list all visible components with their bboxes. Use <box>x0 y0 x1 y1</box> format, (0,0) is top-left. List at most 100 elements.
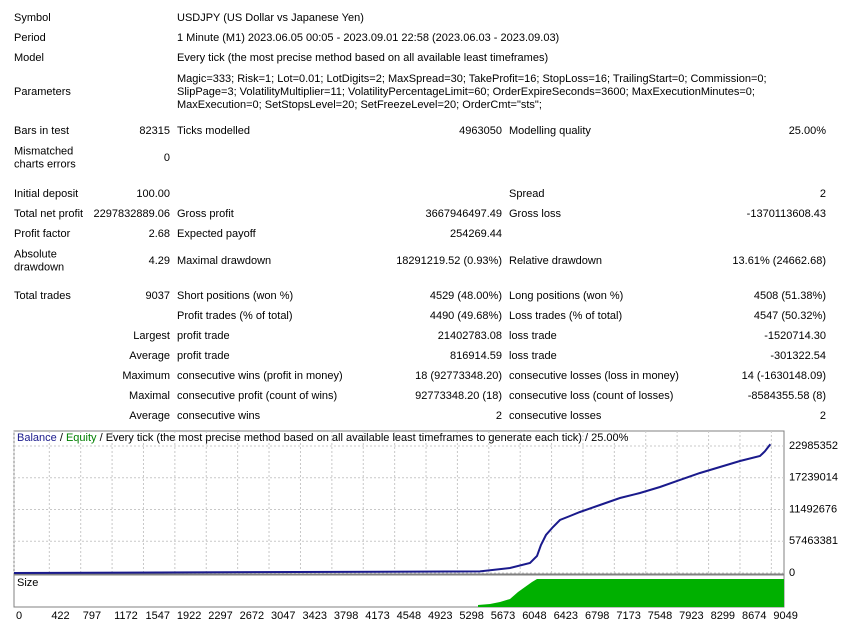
stat-value: 21402783.08 <box>438 330 502 342</box>
stat-label: Modelling quality <box>509 125 591 137</box>
separator: / <box>97 432 106 444</box>
x-tick-label: 9049 <box>773 610 797 622</box>
y-tick-label: 11492676 <box>789 503 837 515</box>
stat-label: Loss trades (% of total) <box>509 310 622 322</box>
x-tick-label: 3047 <box>271 610 295 622</box>
plot-frame <box>13 430 785 575</box>
stat-value: 254269.44 <box>450 228 502 240</box>
stat-value: 4508 (51.38%) <box>754 290 826 302</box>
stat-value: 92773348.20 (18) <box>415 390 502 402</box>
labels: Symbol USDJPY (US Dollar vs Japanese Yen)… <box>14 12 838 622</box>
stat-label: loss trade <box>509 330 557 342</box>
stat-label: Absolute <box>14 248 57 260</box>
x-tick-label: 3423 <box>302 610 326 622</box>
info-value: 1 Minute (M1) 2023.06.05 00:05 - 2023.09… <box>177 32 559 44</box>
stat-value: 4547 (50.32%) <box>754 310 826 322</box>
x-tick-label: 5298 <box>459 610 483 622</box>
stat-value: 9037 <box>146 290 170 302</box>
x-tick-label: 6423 <box>554 610 578 622</box>
y-tick-label: 17239014 <box>789 472 838 484</box>
info-label: Model <box>14 52 44 64</box>
x-tick-label: 7548 <box>648 610 672 622</box>
stat-label: Short positions (won %) <box>177 290 293 302</box>
stat-label: Maximal drawdown <box>177 255 271 267</box>
stat-label: Profit trades (% of total) <box>177 310 293 322</box>
info-value: MaxExecution=0; SetStopsLevel=20; SetFre… <box>177 99 542 111</box>
info-label: Parameters <box>14 86 71 98</box>
y-tick-label: 57463381 <box>789 535 838 547</box>
stat-value: 100.00 <box>136 188 170 200</box>
y-tick-label: 0 <box>789 567 795 579</box>
stat-value: 4.29 <box>149 255 170 267</box>
stat-value: 2297832889.06 <box>94 208 170 220</box>
chart-header: Balance / Equity / Every tick (the most … <box>17 432 629 444</box>
x-tick-label: 6048 <box>522 610 546 622</box>
balance-line <box>13 443 772 574</box>
stat-label: consecutive wins (profit in money) <box>177 370 343 382</box>
stat-label: Largest <box>133 330 170 342</box>
stat-label: Maximal <box>129 390 170 402</box>
x-tick-label: 797 <box>83 610 101 622</box>
stat-value: 2.68 <box>149 228 170 240</box>
size-area <box>478 579 784 607</box>
stat-label: consecutive loss (count of losses) <box>509 390 673 402</box>
x-tick-label: 3798 <box>334 610 358 622</box>
stat-value: 2 <box>820 410 826 422</box>
stat-label: Relative drawdown <box>509 255 602 267</box>
stat-label: Profit factor <box>14 228 71 240</box>
stat-value: -1520714.30 <box>764 330 826 342</box>
stat-value: 13.61% (24662.68) <box>732 255 826 267</box>
x-tick-label: 4923 <box>428 610 452 622</box>
stat-label: charts errors <box>14 158 76 170</box>
x-tick-label: 4548 <box>397 610 421 622</box>
x-tick-label: 4173 <box>365 610 389 622</box>
stat-value: 3667946497.49 <box>426 208 502 220</box>
stat-value: 18291219.52 (0.93%) <box>396 255 502 267</box>
x-tick-label: 1922 <box>177 610 201 622</box>
legend-entry: Equity <box>66 432 97 444</box>
info-value: Every tick (the most precise method base… <box>177 52 548 64</box>
stat-label: Average <box>129 350 170 362</box>
stat-label: consecutive wins <box>177 410 261 422</box>
x-tick-label: 8299 <box>711 610 735 622</box>
stat-label: Average <box>129 410 170 422</box>
stat-value: -8584355.58 (8) <box>748 390 826 402</box>
stat-value: 14 (-1630148.09) <box>742 370 826 382</box>
x-tick-label: 7923 <box>679 610 703 622</box>
stat-label: consecutive losses <box>509 410 602 422</box>
stat-label: consecutive profit (count of wins) <box>177 390 337 402</box>
stat-value: 18 (92773348.20) <box>415 370 502 382</box>
stat-label: Ticks modelled <box>177 125 250 137</box>
stat-label: Long positions (won %) <box>509 290 623 302</box>
stat-label: Expected payoff <box>177 228 257 240</box>
x-tick-label: 6798 <box>585 610 609 622</box>
x-tick-label: 1172 <box>114 610 138 622</box>
stat-label: Mismatched <box>14 145 73 157</box>
stat-value: 2 <box>496 410 502 422</box>
info-value: USDJPY (US Dollar vs Japanese Yen) <box>177 12 364 24</box>
stat-label: Total trades <box>14 290 71 302</box>
stat-label: Initial deposit <box>14 188 78 200</box>
stat-value: 25.00% <box>789 125 827 137</box>
stat-value: 0 <box>164 152 170 164</box>
legend-entry: Balance <box>17 432 57 444</box>
x-tick-label: 1547 <box>145 610 169 622</box>
info-value: SlipPage=3; VolatilityMultiplier=11; Vol… <box>177 86 755 98</box>
stat-label: Maximum <box>122 370 170 382</box>
x-tick-label: 5673 <box>491 610 515 622</box>
stat-label: profit trade <box>177 350 230 362</box>
size-label: Size <box>17 577 38 589</box>
stat-value: -301322.54 <box>770 350 826 362</box>
stat-label: Total net profit <box>14 208 83 220</box>
info-label: Symbol <box>14 12 51 24</box>
x-tick-label: 0 <box>16 610 22 622</box>
stat-label: Gross profit <box>177 208 234 220</box>
info-value: Magic=333; Risk=1; Lot=0.01; LotDigits=2… <box>177 73 767 85</box>
x-tick-label: 2672 <box>240 610 264 622</box>
separator: / <box>57 432 66 444</box>
stat-value: 2 <box>820 188 826 200</box>
y-tick-label: 22985352 <box>789 440 838 452</box>
chart-subtitle: Every tick (the most precise method base… <box>106 432 629 444</box>
stat-value: -1370113608.43 <box>747 208 826 220</box>
